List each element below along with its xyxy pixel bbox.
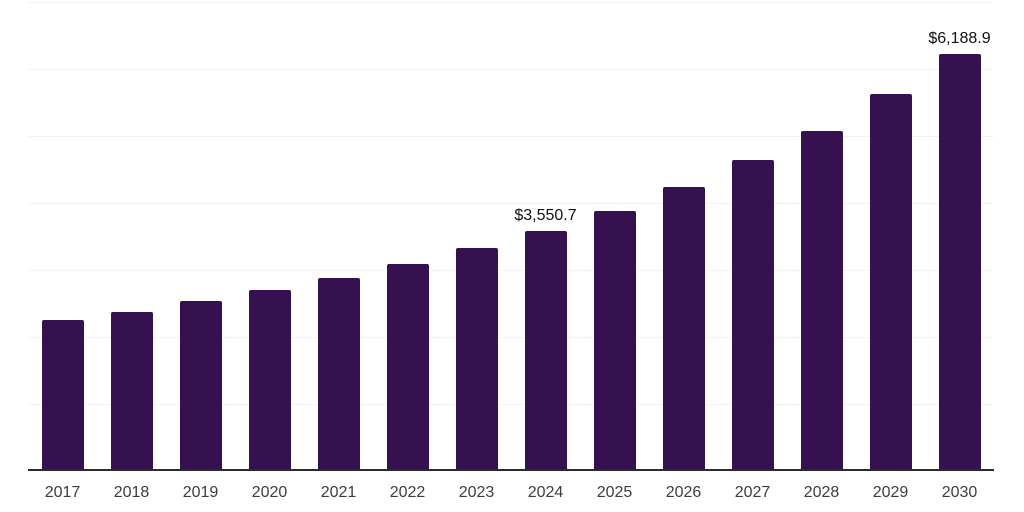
gridline-2000 bbox=[28, 337, 994, 338]
x-tick-2021: 2021 bbox=[320, 484, 357, 501]
data-label-2024: $3,550.7 bbox=[514, 207, 577, 225]
bar-2026 bbox=[662, 186, 705, 469]
bar-2029 bbox=[869, 94, 912, 469]
x-tick-2026: 2026 bbox=[665, 484, 702, 501]
bar-slot-2021 bbox=[304, 2, 373, 469]
bar-slot-2029 bbox=[856, 2, 925, 469]
bar-slot-2024: $3,550.7 bbox=[511, 2, 580, 469]
bar-2025 bbox=[593, 210, 636, 469]
gridline-4000 bbox=[28, 203, 994, 204]
gridline-6000 bbox=[28, 69, 994, 70]
gridline-3000 bbox=[28, 270, 994, 271]
gridline-5000 bbox=[28, 136, 994, 137]
x-tick-2025: 2025 bbox=[596, 484, 633, 501]
bar-slot-2030: $6,188.9 bbox=[925, 2, 994, 469]
gridline-1000 bbox=[28, 404, 994, 405]
bar-2030 bbox=[938, 54, 981, 469]
bar-slot-2020 bbox=[235, 2, 304, 469]
gridline-7000 bbox=[28, 2, 994, 3]
bar-slot-2017 bbox=[28, 2, 97, 469]
x-tick-2024: 2024 bbox=[527, 484, 564, 501]
x-tick-2022: 2022 bbox=[389, 484, 426, 501]
bar-2023 bbox=[455, 247, 498, 469]
x-tick-2020: 2020 bbox=[251, 484, 288, 501]
bar-2027 bbox=[731, 159, 774, 469]
bar-slot-2023 bbox=[442, 2, 511, 469]
x-tick-2029: 2029 bbox=[872, 484, 909, 501]
x-tick-2018: 2018 bbox=[113, 484, 150, 501]
bar-2017 bbox=[41, 319, 84, 469]
data-label-2030: $6,188.9 bbox=[928, 30, 991, 48]
bar-slot-2022 bbox=[373, 2, 442, 469]
x-tick-2028: 2028 bbox=[803, 484, 840, 501]
bar-2028 bbox=[800, 130, 843, 469]
x-tick-2019: 2019 bbox=[182, 484, 219, 501]
bar-2022 bbox=[386, 263, 429, 469]
x-tick-2017: 2017 bbox=[44, 484, 81, 501]
bar-2020 bbox=[248, 290, 291, 469]
bar-slot-2019 bbox=[166, 2, 235, 469]
x-axis-labels: 2017 2018 2019 2020 2021 2022 2023 2024 2025 2026… bbox=[28, 483, 994, 503]
bar-2019 bbox=[179, 300, 222, 469]
bars-row: $3,550.7 $6,188.9 bbox=[28, 2, 994, 469]
x-tick-2023: 2023 bbox=[458, 484, 495, 501]
plot-area: $3,550.7 $6,188.9 bbox=[28, 2, 994, 471]
x-tick-2030: 2030 bbox=[941, 484, 978, 501]
bar-2021 bbox=[317, 277, 360, 469]
bar-slot-2025 bbox=[580, 2, 649, 469]
bar-2024 bbox=[524, 231, 567, 469]
bar-slot-2027 bbox=[718, 2, 787, 469]
bar-slot-2026 bbox=[649, 2, 718, 469]
x-tick-2027: 2027 bbox=[734, 484, 771, 501]
bar-slot-2028 bbox=[787, 2, 856, 469]
bar-slot-2018 bbox=[97, 2, 166, 469]
bar-2018 bbox=[110, 312, 153, 469]
